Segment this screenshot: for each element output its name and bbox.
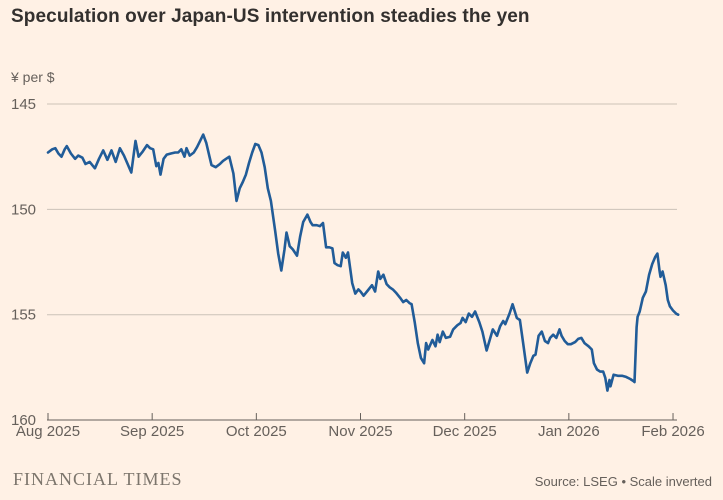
x-tick-label: Dec 2025 [433,423,497,440]
chart-title: Speculation over Japan-US intervention s… [11,6,530,27]
y-tick-label: 145 [11,96,36,113]
x-tick-label: Oct 2025 [226,423,287,440]
source-note: Source: LSEG • Scale inverted [534,474,712,489]
yen-per-dollar-line [46,133,680,392]
x-tick-label: Feb 2026 [641,423,704,440]
y-tick-label: 155 [11,307,36,324]
y-axis-unit-label: ¥ per $ [11,69,55,85]
y-tick-label: 160 [11,412,36,429]
x-tick-label: Nov 2025 [328,423,392,440]
x-tick-label: Sep 2025 [120,423,184,440]
y-tick-label: 150 [11,201,36,218]
ft-brand-logo: FINANCIAL TIMES [13,469,183,489]
x-tick-label: Jan 2026 [538,423,600,440]
x-tick-label: Aug 2025 [16,423,80,440]
